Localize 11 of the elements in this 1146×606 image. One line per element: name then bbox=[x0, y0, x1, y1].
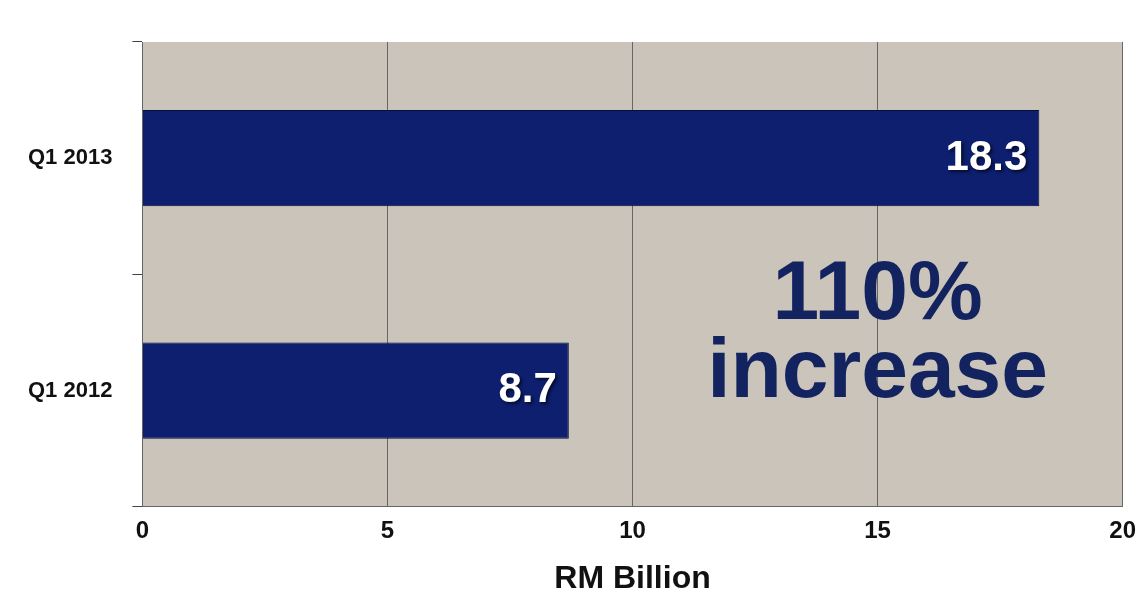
x-axis-title: RM Billion bbox=[554, 558, 711, 595]
x-tick-label: 0 bbox=[135, 515, 150, 543]
x-tick-label: 10 bbox=[619, 515, 646, 543]
x-tick-label: 15 bbox=[864, 515, 891, 543]
data-label: 8.7 bbox=[498, 364, 557, 412]
data-label: 18.3 bbox=[945, 131, 1028, 179]
y-tick-label: Q1 2013 bbox=[28, 144, 113, 170]
annotation: 110% increase bbox=[707, 242, 1049, 415]
y-tick-label: Q1 2012 bbox=[28, 376, 113, 402]
x-tick-label: 20 bbox=[1109, 515, 1136, 543]
x-tick-label: 5 bbox=[380, 515, 395, 543]
